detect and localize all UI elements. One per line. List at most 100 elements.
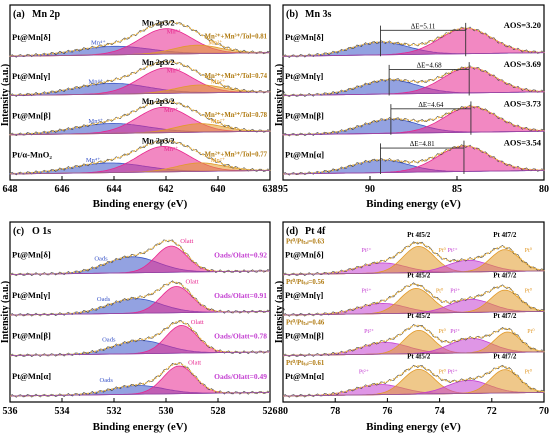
spectrum: Pt@Mn[δ] Mn²⁺+Mn³⁺/Tol=0.81 Mn 2p3/2 Mn⁴⁺ Mn…: [9, 19, 271, 58]
ratio-label: Pt⁰/Ptₜₒₗ=0.63: [286, 238, 325, 246]
raw-spectrum: [9, 59, 271, 97]
x-tick-label: 90: [365, 184, 375, 195]
raw-spectrum: [9, 239, 271, 277]
component-label: Pt⁰: [438, 369, 446, 376]
component-label: Olatt: [191, 319, 204, 326]
baseline: [282, 351, 545, 356]
spectrum: Pt@Mn[γ] Oads/Olatt=0.91 Oads Olatt: [9, 278, 271, 317]
spectrum: Pt@Mn[β] Oads/Olatt=0.78 Oads Olatt: [9, 319, 271, 358]
component-label: Pt⁰: [525, 288, 533, 295]
raw-spectrum: [9, 138, 271, 176]
ratio-label: Pt⁰/Ptₜₒₗ=0.56: [286, 278, 325, 286]
baseline: [9, 351, 271, 356]
component-label: Olatt: [188, 359, 201, 366]
sample-label: Pt@Mn[γ]: [12, 71, 50, 81]
peak-label: Pt 4f7/2: [493, 353, 517, 361]
panel-title: O 1s: [32, 226, 51, 237]
ratio-label: Mn²⁺+Mn³⁺/Tol=0.81: [205, 34, 268, 41]
sample-label: Pt@Mn[α]: [285, 150, 324, 160]
panel-title: Mn 2p: [32, 9, 61, 20]
spectrum: Pt@Mn[α] Pt⁰/Ptₜₒₗ=0.61 Pt 4f5/2 Pt 4f7/2 Pt…: [282, 353, 545, 398]
x-tick-label: 80: [278, 406, 288, 417]
envelope-fit: [10, 100, 270, 136]
spectrum: Pt@Mn[δ] Oads/Olatt=0.92 Oads Olatt: [9, 238, 271, 277]
baseline: [282, 270, 545, 275]
component-label: Pt²⁺: [448, 247, 458, 254]
panel-letter: (a): [13, 9, 25, 20]
component-label: Pt⁰: [438, 328, 446, 335]
component-label: Mn³⁺: [167, 68, 182, 75]
component-label: Mn³⁺: [167, 28, 182, 35]
component-label: Pt²⁺: [448, 369, 458, 376]
component-label: Pt²⁺: [450, 288, 460, 295]
component-label: Mn²⁺: [211, 79, 226, 86]
envelope-fit: [283, 241, 545, 276]
x-tick-label: 536: [3, 406, 18, 417]
spectrum: Pt@Mn[α] AOS=3.54 ΔE=4.81: [282, 138, 545, 176]
sample-label: Pt@Mn[γ]: [12, 290, 50, 300]
component-label: Mn³⁺: [164, 146, 179, 153]
component-label: Mn²⁺: [208, 39, 223, 46]
x-tick-label: 640: [211, 184, 226, 195]
component-label: Mn⁴⁺: [86, 157, 101, 164]
x-tick-label: 85: [452, 184, 462, 195]
delta-label: ΔE=4.68: [417, 62, 442, 70]
ratio-label: Oads/Olatt=0.92: [214, 250, 267, 259]
ratio-label: Oads/Olatt=0.49: [214, 372, 267, 381]
x-tick-label: 526: [263, 406, 278, 417]
aos-label: AOS=3.69: [504, 59, 541, 69]
x-tick-label: 80: [539, 184, 549, 195]
spectrum: Pt@Mn[γ] Pt⁰/Ptₜₒₗ=0.56 Pt 4f5/2 Pt 4f7/2 Pt…: [282, 272, 545, 317]
component-label: Mn⁴⁺: [88, 79, 103, 86]
aos-label: AOS=3.20: [504, 20, 541, 30]
sample-label: Pt@Mn[δ]: [12, 249, 51, 259]
sample-label: Pt@Mn[γ]: [285, 71, 323, 81]
x-tick-label: 644: [107, 184, 122, 195]
baseline: [9, 270, 271, 275]
baseline: [9, 130, 271, 136]
x-tick-label: 74: [435, 406, 445, 417]
panel-letter: (b): [286, 9, 298, 20]
panel-letter: (c): [13, 226, 24, 237]
ratio-label: Oads/Olatt=0.91: [214, 291, 267, 300]
x-tick-label: 78: [330, 406, 340, 417]
delta-label: ΔE=4.81: [410, 140, 435, 148]
component-label: Pt⁰: [438, 247, 446, 254]
x-axis-label: Binding energy (eV): [93, 198, 188, 210]
ratio-label: Mn²⁺+Mn³⁺/Tol=0.78: [205, 112, 268, 119]
x-tick-label: 530: [159, 406, 174, 417]
component-label: Pt⁰: [525, 369, 533, 376]
x-tick-label: 76: [382, 406, 392, 417]
y-axis-label: Intensity (a.u.): [274, 64, 285, 127]
component-label: Oads: [102, 336, 116, 343]
peak-label: Pt 4f5/2: [407, 231, 431, 239]
component-label: Olatt: [186, 278, 199, 285]
panel-frame: [282, 221, 545, 403]
y-axis-label: Intensity (a.u.): [274, 281, 285, 344]
peak-label: Mn 2p3/2: [142, 97, 175, 106]
component-label: Pt⁰: [527, 328, 535, 335]
ratio-label: Pt⁰/Ptₜₒₗ=0.46: [286, 319, 325, 327]
component-label: Oads: [100, 377, 114, 384]
ratio-label: Oads/Olatt=0.78: [214, 331, 267, 340]
panel-title: Pt 4f: [305, 226, 326, 237]
raw-spectrum: [9, 99, 271, 137]
peak-label: Pt 4f5/2: [407, 312, 431, 320]
x-axis-label: Binding energy (eV): [93, 421, 188, 433]
baseline: [282, 170, 545, 175]
sample-label: Pt@Mn[β]: [12, 110, 51, 120]
spectrum: Pt@Mn[β] Pt⁰/Ptₜₒₗ=0.46 Pt 4f5/2 Pt 4f7/2 Pt…: [282, 312, 545, 358]
x-tick-label: 70: [539, 406, 549, 417]
component-label: Pt²⁺: [364, 328, 374, 335]
delta-label: ΔE=5.11: [411, 22, 436, 30]
y-axis-label: Intensity (a.u.): [0, 281, 11, 344]
x-axis-label: Binding energy (eV): [366, 198, 461, 210]
envelope-fit: [10, 21, 270, 57]
x-axis-label: Binding energy (eV): [366, 421, 461, 433]
sample-label: Pt@Mn[β]: [12, 330, 51, 340]
envelope-fit: [9, 60, 270, 96]
delta-label: ΔE=4.64: [418, 101, 443, 109]
component-label: Pt⁰: [525, 247, 533, 254]
peak-label: Pt 4f7/2: [493, 272, 517, 280]
